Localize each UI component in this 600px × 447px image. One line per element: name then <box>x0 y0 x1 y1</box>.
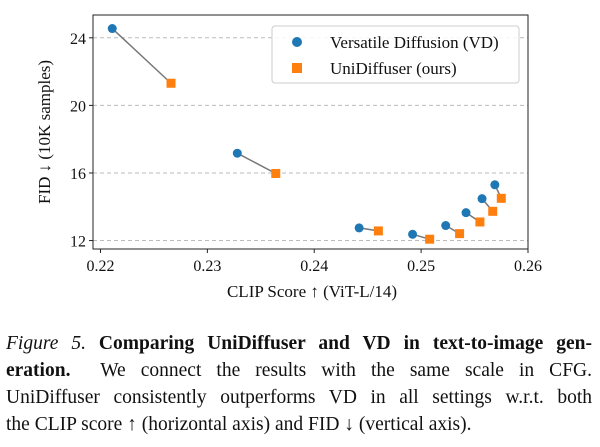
vd-point <box>107 24 117 34</box>
x-tick-label: 0.23 <box>193 258 221 275</box>
caption-line-1: Figure 5. Comparing UniDiffuser and VD i… <box>6 330 592 357</box>
unidiffuser-point <box>475 217 485 227</box>
pair-connector <box>236 152 277 175</box>
chart: 12 16 20 24 0.22 0.23 0.24 0.25 0.26 CLIP Score … <box>35 14 542 301</box>
legend-marker-unidiffuser <box>292 63 302 73</box>
vd-point <box>354 223 364 233</box>
caption-title-end: eration. <box>6 360 71 381</box>
plot-frame <box>92 14 529 250</box>
y-tick-label: 16 <box>70 166 86 183</box>
legend-box <box>271 25 520 84</box>
caption-title: Comparing UniDiffuser and VD in text-to-… <box>98 333 592 354</box>
legend: Versatile Diffusion (VD) UniDiffuser (ou… <box>271 25 520 84</box>
vd-point <box>232 148 242 158</box>
y-axis-label: FID ↓ (10K samples) <box>35 60 54 204</box>
legend-marker-vd <box>292 37 302 47</box>
unidiffuser-point <box>271 168 281 178</box>
caption-line-4: the CLIP score ↑ (horizontal axis) and F… <box>6 414 472 435</box>
caption-line-3: UniDiffuser consistently outperforms VD … <box>6 387 592 408</box>
x-tick-label: 0.24 <box>300 258 328 275</box>
vd-point <box>477 194 487 204</box>
vd-point <box>461 208 471 218</box>
y-tick-label: 24 <box>70 31 86 48</box>
y-tick-label: 20 <box>70 98 86 115</box>
legend-label-vd: Versatile Diffusion (VD) <box>330 33 499 52</box>
pair-connector <box>111 27 172 84</box>
unidiffuser-point <box>496 193 506 203</box>
x-tick-label: 0.26 <box>514 258 542 275</box>
legend-label-unidiffuser: UniDiffuser (ours) <box>330 59 457 78</box>
figure-caption: Figure 5. Comparing UniDiffuser and VD i… <box>6 330 592 438</box>
x-tick-label: 0.25 <box>407 258 435 275</box>
unidiffuser-point <box>425 234 435 244</box>
x-axis-label: CLIP Score ↑ (ViT-L/14) <box>227 282 397 301</box>
unidiffuser-point <box>455 229 465 239</box>
figure-label: Figure 5. <box>6 333 86 354</box>
unidiffuser-point <box>373 226 383 236</box>
caption-text: We connect the results with the same sca… <box>100 360 592 381</box>
y-tick-label: 12 <box>70 234 86 251</box>
caption-line-2: eration. We connect the results with the… <box>6 357 592 384</box>
x-tick-label: 0.22 <box>86 258 114 275</box>
unidiffuser-point <box>488 206 498 216</box>
unidiffuser-point <box>166 78 176 88</box>
vd-point <box>408 229 418 239</box>
vd-point <box>441 221 451 231</box>
vd-point <box>490 180 500 190</box>
